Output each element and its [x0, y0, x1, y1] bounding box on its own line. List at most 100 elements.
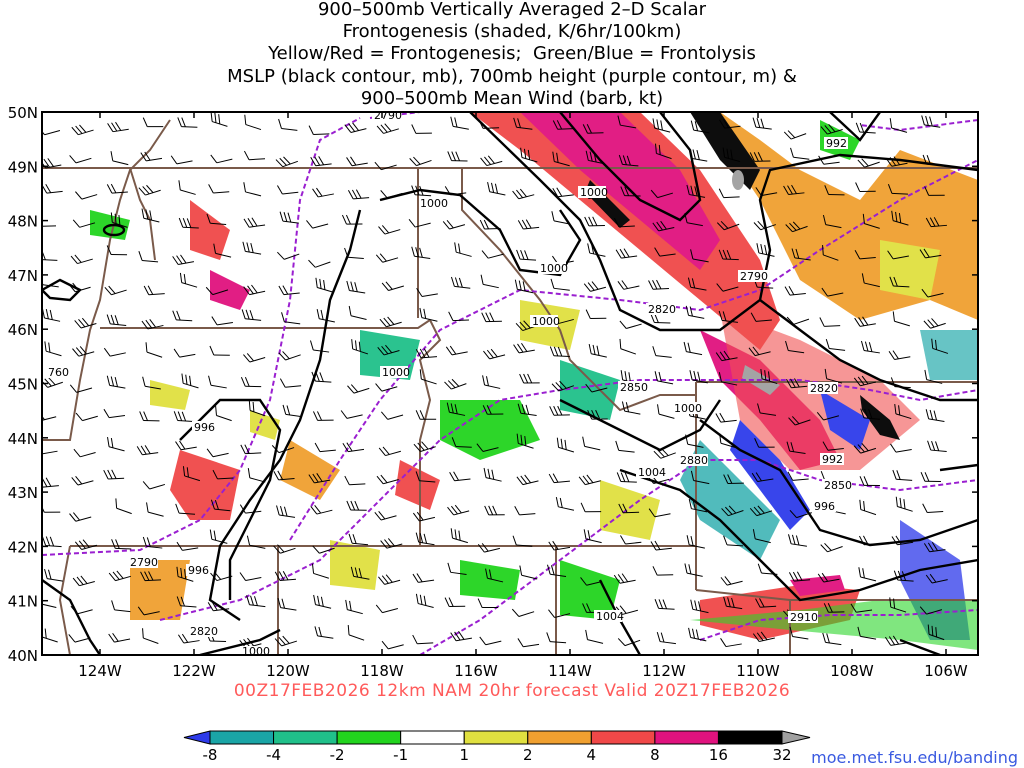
wind-barb: [172, 254, 195, 265]
wind-barb: [820, 123, 843, 135]
wind-barb: [176, 596, 197, 608]
wind-barb: [142, 628, 159, 644]
wind-barb: [786, 441, 806, 454]
wind-barb: [653, 448, 676, 459]
wind-barb: [789, 626, 809, 640]
wind-barb: [103, 469, 125, 480]
wind-barb: [652, 220, 675, 232]
credit-link[interactable]: moe.met.fsu.edu/banding: [811, 748, 1018, 767]
wind-barb: [71, 476, 94, 486]
wind-barb: [413, 441, 436, 452]
wind-barb: [477, 543, 500, 553]
wind-barb: [176, 566, 194, 582]
wind-barb: [415, 410, 437, 420]
mslp-label: 996: [188, 564, 209, 577]
wind-barb: [752, 529, 771, 544]
wind-barb: [412, 511, 435, 522]
wind-barb: [485, 568, 504, 583]
wind-barb: [277, 185, 299, 195]
wind-barb: [556, 437, 575, 453]
wind-barb: [107, 436, 125, 452]
wind-barb: [788, 534, 807, 547]
wind-barb: [924, 369, 943, 384]
lat-label: 49N: [8, 158, 38, 176]
wind-barb: [205, 286, 229, 296]
wind-barb: [652, 566, 674, 576]
wind-barb: [143, 285, 165, 296]
wind-barb: [380, 411, 404, 420]
wind-barb: [821, 287, 844, 297]
wind-barb: [925, 409, 945, 422]
wind-barb: [657, 404, 675, 419]
wind-barb: [380, 538, 403, 549]
wind-barb: [760, 368, 778, 385]
wind-barb: [549, 346, 570, 358]
wind-barb: [723, 474, 744, 484]
wind-barb: [376, 474, 399, 485]
wind-barb: [788, 571, 811, 582]
wind-barb: [857, 626, 877, 640]
wind-barb: [783, 184, 805, 196]
wind-barb: [859, 499, 877, 516]
wind-barb: [752, 117, 772, 130]
wind-barb: [243, 217, 266, 228]
wind-barb: [210, 112, 228, 127]
wind-barb: [42, 536, 62, 548]
wind-barb: [104, 285, 127, 296]
wind-barb: [585, 150, 605, 165]
wind-barb: [315, 277, 333, 293]
height-label: 760: [48, 366, 69, 379]
wind-barb: [923, 542, 946, 553]
wind-barb: [716, 283, 739, 292]
wind-barb: [823, 603, 845, 613]
wind-barb: [890, 377, 911, 389]
wind-barb: [451, 437, 472, 448]
wind-barb: [210, 571, 233, 582]
wind-barb: [170, 155, 193, 165]
wind-barb: [277, 251, 300, 260]
wind-barb: [243, 284, 266, 296]
wind-barb: [106, 314, 127, 326]
wind-barb: [178, 633, 200, 644]
wind-barb: [582, 124, 604, 134]
wind-barb: [450, 276, 471, 289]
wind-barb: [411, 185, 432, 197]
wind-barb: [207, 601, 230, 612]
wind-barb: [791, 248, 811, 261]
mslp-label: 1000: [420, 197, 448, 210]
wind-barb: [923, 318, 946, 329]
wind-barb: [447, 562, 467, 575]
wind-barb: [482, 405, 504, 415]
wind-barb: [415, 471, 436, 483]
wind-barb: [69, 384, 93, 393]
colorbar-label: 16: [709, 746, 728, 764]
wind-barb: [72, 575, 95, 587]
wind-barb: [275, 156, 298, 168]
wind-barb: [927, 624, 945, 641]
wind-barb: [140, 571, 161, 582]
wind-barb: [247, 468, 266, 483]
colorbar-label: -8: [203, 746, 218, 764]
wind-barb: [377, 344, 400, 356]
wind-barb: [454, 242, 472, 257]
wind-barb: [816, 412, 840, 421]
wind-barb: [138, 250, 159, 263]
wind-barb: [656, 631, 676, 645]
colorbar-label: 32: [772, 746, 791, 764]
wind-barb: [859, 476, 880, 486]
wind-barb: [587, 409, 608, 420]
wind-barb: [549, 405, 570, 416]
wind-barb: [74, 317, 97, 329]
wind-barb: [583, 529, 602, 544]
wind-barb: [309, 340, 330, 353]
title-line-1: 900–500mb Vertically Averaged 2–D Scalar: [317, 0, 707, 20]
wind-barb: [446, 402, 466, 416]
wind-barb: [273, 544, 296, 554]
lat-label: 44N: [8, 430, 38, 448]
wind-barb: [378, 446, 401, 457]
wind-barb: [931, 338, 949, 354]
height-label: 2850: [620, 381, 648, 394]
wind-barb: [613, 217, 635, 228]
wind-barb: [308, 259, 331, 268]
wind-barb: [690, 470, 710, 485]
